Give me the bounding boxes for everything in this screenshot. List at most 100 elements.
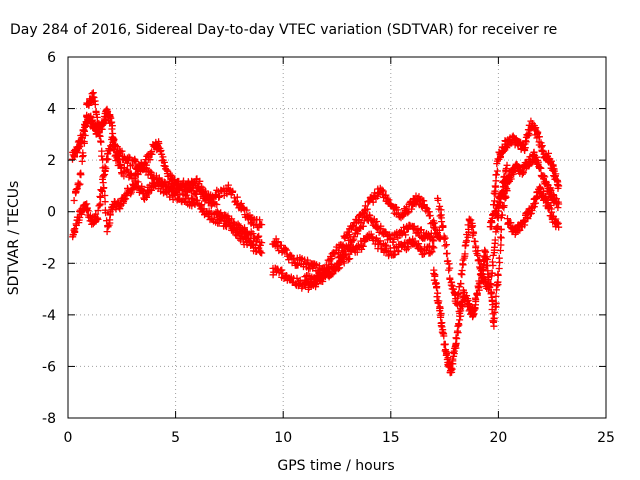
x-tick-label: 10	[274, 430, 292, 446]
data-point	[476, 279, 484, 287]
data-point	[312, 281, 319, 289]
data-point	[131, 156, 139, 164]
data-point	[476, 256, 484, 264]
data-point	[120, 196, 128, 204]
data-point	[555, 182, 563, 190]
data-point	[253, 237, 261, 245]
data-point	[89, 116, 96, 124]
data-point	[106, 211, 114, 219]
data-point	[75, 181, 83, 189]
data-point	[489, 258, 496, 266]
data-point	[363, 205, 371, 213]
data-point	[470, 229, 478, 237]
data-point	[497, 234, 505, 242]
data-point	[390, 235, 398, 243]
y-tick-label: 0	[47, 205, 56, 221]
data-point	[243, 206, 251, 214]
data-point	[382, 191, 390, 199]
chart-title: Day 284 of 2016, Sidereal Day-to-day VTE…	[10, 22, 557, 38]
series-track-c	[70, 89, 266, 257]
data-point	[349, 237, 357, 245]
data-point	[239, 204, 247, 212]
data-point	[97, 138, 105, 146]
data-point	[196, 177, 204, 185]
data-point	[106, 113, 114, 121]
data-point	[497, 241, 505, 249]
data-point	[148, 150, 156, 158]
data-point	[229, 187, 237, 195]
data-point	[101, 192, 109, 199]
data-point	[101, 198, 109, 206]
data-point	[274, 238, 282, 246]
data-point	[80, 139, 88, 147]
x-tick-label: 0	[64, 430, 73, 446]
data-point	[188, 194, 195, 202]
data-point	[449, 349, 457, 356]
data-point	[256, 216, 264, 224]
data-point	[536, 164, 544, 172]
data-point	[379, 187, 387, 195]
data-point	[176, 191, 184, 199]
data-point	[94, 207, 102, 214]
data-point	[518, 170, 526, 178]
data-point	[554, 204, 562, 212]
data-point	[487, 280, 495, 288]
data-point	[99, 156, 107, 164]
data-point	[382, 242, 390, 250]
data-point	[533, 153, 540, 161]
data-point	[76, 180, 84, 188]
data-point	[319, 273, 327, 281]
data-point	[102, 209, 110, 217]
data-point	[552, 215, 560, 223]
data-point	[492, 177, 500, 185]
data-point	[98, 187, 106, 195]
data-point	[453, 335, 461, 343]
data-point	[106, 219, 114, 227]
data-point	[484, 267, 492, 275]
data-point	[449, 357, 457, 365]
data-point	[492, 171, 500, 179]
data-point	[79, 149, 87, 157]
data-point	[255, 232, 263, 240]
y-tick-label: 2	[47, 153, 56, 169]
data-point	[118, 147, 126, 155]
data-point	[492, 207, 500, 215]
data-point	[108, 118, 116, 126]
data-point	[537, 184, 545, 192]
data-point	[525, 162, 533, 170]
data-point	[155, 140, 163, 147]
data-point	[95, 132, 103, 139]
data-layer	[69, 89, 563, 377]
data-point	[71, 228, 79, 235]
data-point	[98, 152, 106, 160]
data-point	[146, 156, 154, 164]
data-point	[408, 205, 416, 213]
data-point	[324, 265, 332, 273]
data-point	[436, 202, 444, 210]
data-point	[495, 265, 503, 272]
y-tick-label: -8	[42, 411, 56, 427]
data-point	[402, 231, 410, 239]
data-point	[107, 114, 115, 122]
data-point	[323, 266, 331, 274]
data-point	[494, 223, 502, 230]
x-tick-label: 20	[489, 430, 507, 446]
data-point	[339, 241, 347, 249]
data-point	[455, 289, 463, 297]
data-point	[183, 191, 191, 199]
data-point	[555, 223, 563, 231]
data-point	[453, 329, 461, 336]
y-axis-label: SDTVAR / TECUs	[6, 181, 22, 296]
data-point	[492, 183, 500, 191]
data-point	[334, 249, 342, 256]
data-point	[431, 271, 439, 279]
data-point	[541, 173, 549, 181]
data-point	[286, 251, 294, 259]
x-tick-label: 25	[597, 430, 615, 446]
data-point	[454, 301, 462, 309]
data-point	[516, 226, 524, 234]
y-tick-label: -4	[42, 308, 56, 324]
data-point	[89, 89, 97, 97]
data-point	[503, 161, 511, 169]
data-point	[472, 296, 480, 304]
